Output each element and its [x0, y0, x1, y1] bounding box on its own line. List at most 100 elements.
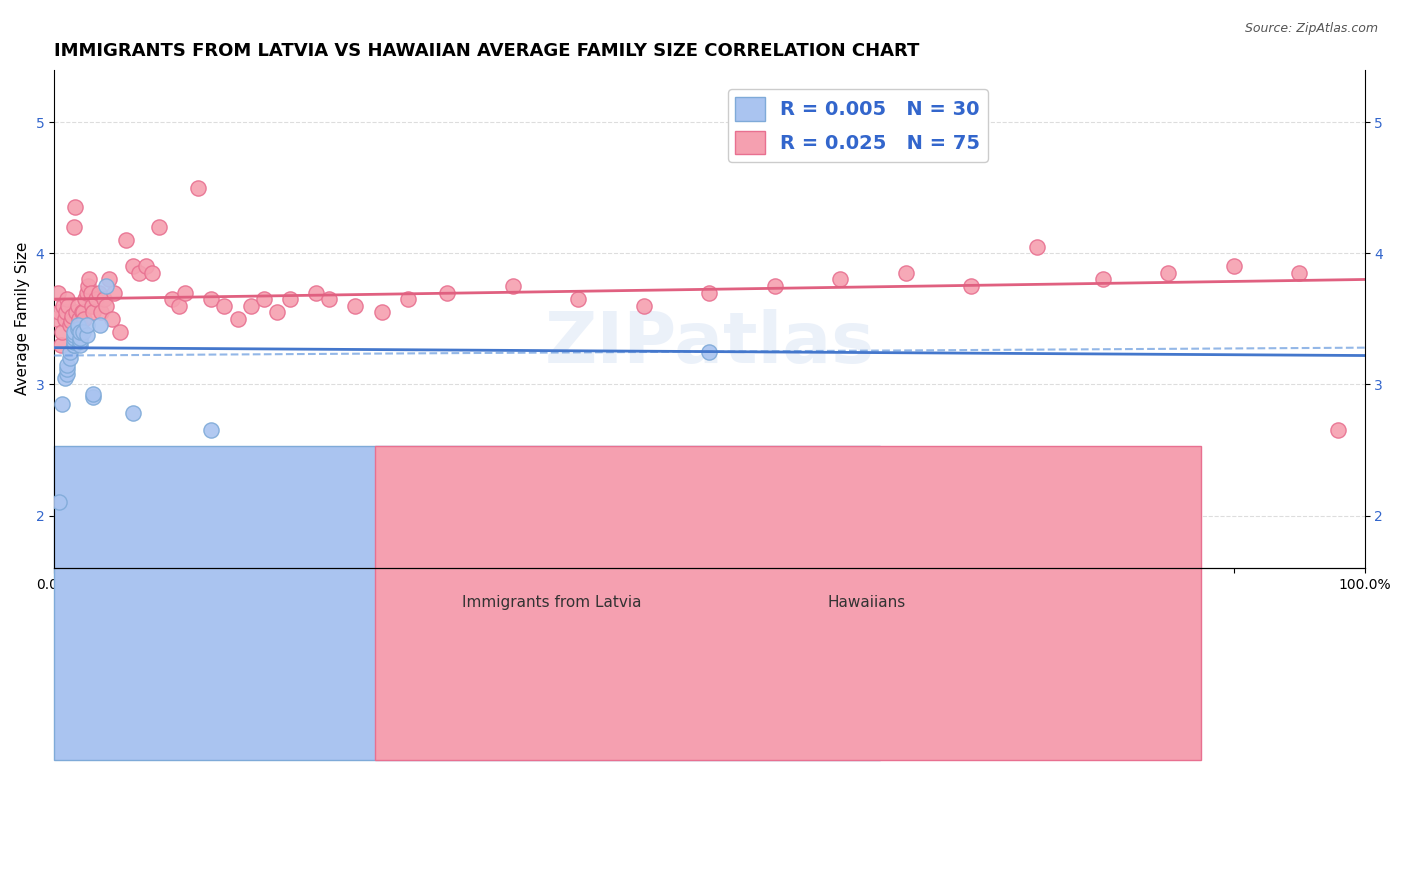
Point — [46, 285, 69, 300]
Point — [1327, 423, 1350, 437]
Point — [89, 318, 111, 333]
Point — [1222, 260, 1244, 274]
Point — [53, 311, 76, 326]
Point — [69, 318, 91, 333]
Point — [370, 305, 392, 319]
Point — [48, 305, 70, 319]
Point — [1026, 240, 1049, 254]
Point — [87, 285, 110, 300]
Point — [239, 299, 262, 313]
Point — [128, 266, 150, 280]
Point — [141, 266, 163, 280]
Point — [76, 327, 98, 342]
Point — [59, 318, 82, 333]
Point — [62, 331, 84, 345]
Point — [80, 285, 103, 300]
FancyBboxPatch shape — [53, 446, 880, 760]
Point — [58, 299, 80, 313]
Point — [51, 325, 73, 339]
Y-axis label: Average Family Size: Average Family Size — [15, 242, 30, 395]
Point — [62, 338, 84, 352]
Point — [56, 367, 79, 381]
Point — [96, 279, 118, 293]
Point — [396, 292, 419, 306]
Point — [121, 260, 143, 274]
Point — [76, 318, 98, 333]
Point — [72, 305, 94, 319]
Point — [51, 397, 73, 411]
Point — [60, 309, 83, 323]
Point — [98, 272, 121, 286]
Point — [266, 305, 288, 319]
Point — [103, 285, 125, 300]
Point — [960, 279, 983, 293]
Point — [894, 266, 917, 280]
Point — [699, 285, 721, 300]
Point — [69, 334, 91, 348]
Point — [56, 361, 79, 376]
Point — [69, 331, 91, 345]
Point — [763, 279, 786, 293]
Point — [65, 305, 87, 319]
FancyBboxPatch shape — [375, 446, 1201, 760]
Point — [56, 358, 79, 372]
Point — [82, 305, 104, 319]
Point — [62, 327, 84, 342]
Point — [59, 351, 82, 366]
Point — [63, 200, 86, 214]
Point — [96, 299, 118, 313]
Point — [1288, 266, 1310, 280]
Point — [56, 292, 79, 306]
Point — [52, 299, 75, 313]
Point — [214, 299, 236, 313]
Point — [62, 335, 84, 350]
Point — [100, 311, 122, 326]
Point — [187, 180, 209, 194]
Point — [59, 344, 82, 359]
Text: ZIPatlas: ZIPatlas — [544, 310, 875, 378]
Point — [174, 285, 197, 300]
Point — [200, 292, 222, 306]
Point — [121, 406, 143, 420]
Point — [60, 314, 83, 328]
Point — [53, 371, 76, 385]
Text: Source: ZipAtlas.com: Source: ZipAtlas.com — [1244, 22, 1378, 36]
Point — [67, 311, 90, 326]
Point — [699, 344, 721, 359]
Point — [73, 311, 96, 326]
Point — [226, 311, 249, 326]
Point — [84, 292, 107, 306]
Text: Hawaiians: Hawaiians — [828, 595, 905, 610]
Point — [49, 338, 72, 352]
Point — [82, 386, 104, 401]
Point — [305, 285, 328, 300]
Point — [69, 325, 91, 339]
Point — [253, 292, 276, 306]
Point — [318, 292, 340, 306]
Point — [200, 423, 222, 437]
Point — [66, 318, 89, 333]
Point — [77, 279, 100, 293]
Point — [115, 233, 138, 247]
Point — [160, 292, 183, 306]
Point — [135, 260, 157, 274]
Point — [1157, 266, 1180, 280]
Point — [75, 292, 97, 306]
Point — [45, 311, 67, 326]
Point — [70, 305, 93, 319]
Point — [108, 325, 131, 339]
Point — [90, 305, 112, 319]
Point — [82, 391, 104, 405]
Point — [66, 322, 89, 336]
Point — [69, 338, 91, 352]
Point — [278, 292, 301, 306]
Point — [633, 299, 655, 313]
Point — [502, 279, 524, 293]
Text: Immigrants from Latvia: Immigrants from Latvia — [463, 595, 641, 610]
Point — [62, 338, 84, 352]
Point — [48, 495, 70, 509]
Point — [436, 285, 458, 300]
Point — [55, 305, 77, 319]
Point — [72, 325, 94, 339]
Legend: R = 0.005   N = 30, R = 0.025   N = 75: R = 0.005 N = 30, R = 0.025 N = 75 — [728, 89, 988, 162]
